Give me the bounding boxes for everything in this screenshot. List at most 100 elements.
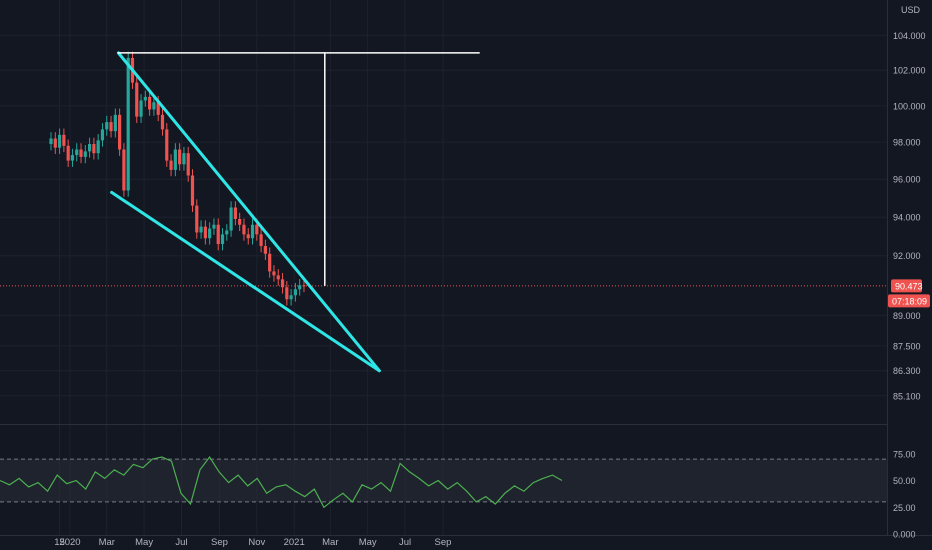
time-tick-label: Mar — [322, 537, 338, 548]
candle-body — [208, 228, 212, 239]
candle-body — [276, 275, 280, 280]
candle-body — [280, 279, 285, 288]
trendline-drawings[interactable] — [110, 51, 480, 373]
oscillator-band — [0, 459, 887, 502]
candle-body — [293, 289, 297, 296]
time-tick-label: Sep — [211, 537, 228, 548]
candle-body — [225, 230, 229, 235]
candle-body — [66, 145, 70, 161]
candle-body — [75, 149, 79, 156]
candle-body — [203, 226, 207, 239]
candle-body — [250, 224, 255, 239]
last-price-badge: 90.473 — [891, 279, 923, 293]
candle-body — [298, 285, 302, 290]
candle-body — [190, 175, 195, 206]
candle-body — [139, 100, 143, 117]
candle-body — [229, 207, 233, 231]
oscillator-pane — [0, 455, 887, 509]
oscillator-line — [0, 455, 563, 509]
candles — [49, 51, 306, 306]
candle-body — [289, 295, 293, 300]
oscillator-tick-label: 0.000 — [893, 530, 916, 540]
price-tick-label: 100.000 — [893, 101, 926, 111]
oscillator-tick-label: 75.00 — [893, 449, 916, 459]
time-tick-label: 15 — [54, 537, 65, 548]
candle-body — [79, 149, 83, 157]
time-tick-label: Jul — [399, 537, 411, 548]
candle-body — [100, 129, 105, 141]
price-tick-label: 87.500 — [893, 341, 921, 351]
candle-body — [195, 205, 199, 233]
candle-body — [152, 102, 156, 110]
candle-body — [233, 207, 237, 219]
currency-label: USD — [901, 5, 921, 15]
bar-countdown-bg — [888, 294, 930, 308]
candle-body — [83, 151, 87, 157]
candle-body — [169, 160, 173, 170]
candle-body — [148, 96, 152, 110]
candle-body — [238, 218, 242, 225]
price-tick-label: 96.000 — [893, 175, 921, 185]
candle-body — [255, 224, 259, 235]
candle-body — [113, 114, 117, 132]
candle-body — [53, 138, 57, 148]
candle-body — [242, 224, 246, 235]
candle-body — [302, 285, 306, 287]
time-tick-label: May — [135, 537, 153, 548]
last-price-badge-bg — [891, 279, 922, 293]
time-tick-label: 2021 — [284, 537, 305, 548]
oscillator-tick-label: 25.00 — [893, 503, 916, 513]
price-tick-label: 86.300 — [893, 366, 921, 376]
candle-body — [216, 224, 220, 245]
candle-body — [165, 129, 169, 161]
candle-body — [246, 234, 250, 239]
candle-body — [122, 149, 126, 191]
bar-countdown-badge: 07:18:09 — [888, 294, 930, 308]
candle-body — [160, 114, 165, 130]
price-tick-label: 89.000 — [893, 311, 921, 321]
candle-body — [263, 245, 267, 254]
time-tick-label: Sep — [435, 537, 452, 548]
candle-body — [143, 96, 147, 101]
candle-body — [220, 234, 225, 245]
candle-body — [268, 253, 272, 272]
candle-body — [259, 234, 263, 246]
candle-body — [212, 224, 216, 229]
price-tick-label: 98.000 — [893, 138, 921, 148]
candle-body — [186, 153, 190, 176]
candle-body — [285, 287, 289, 300]
price-tick-label: 104.000 — [893, 31, 926, 41]
candle-body — [62, 134, 66, 146]
candle-body — [70, 155, 75, 161]
candle-body — [57, 134, 62, 148]
candle-body — [178, 149, 182, 165]
candle-body — [135, 82, 139, 117]
candle-body — [49, 138, 53, 144]
candle-body — [105, 122, 109, 130]
time-tick-label: Nov — [248, 537, 265, 548]
candle-body — [272, 271, 276, 276]
oscillator-axis[interactable]: 75.00 50.00 25.00 0.000 — [893, 449, 916, 539]
candle-body — [88, 143, 92, 152]
price-tick-label: 94.000 — [893, 213, 921, 223]
price-axis[interactable]: 104.000 102.000 100.000 98.000 96.000 94.000 9… — [893, 31, 926, 402]
candle-body — [92, 143, 96, 154]
wedge-lower-line — [110, 190, 381, 373]
candle-body — [199, 226, 203, 233]
last-price-value: 90.473 — [895, 281, 923, 291]
price-tick-label: 102.000 — [893, 66, 926, 76]
wedge-upper-line — [116, 51, 381, 373]
grid — [0, 0, 887, 535]
candle-body — [109, 122, 113, 132]
candle-body — [118, 114, 122, 150]
oscillator-tick-label: 50.00 — [893, 476, 916, 486]
bar-countdown-value: 07:18:09 — [892, 296, 927, 306]
time-tick-label: 2020 — [59, 537, 80, 548]
candle-body — [182, 153, 186, 165]
candle-body — [173, 149, 177, 170]
time-tick-label: Jul — [175, 537, 187, 548]
candle-body — [156, 102, 160, 115]
price-tick-label: 85.100 — [893, 391, 921, 401]
